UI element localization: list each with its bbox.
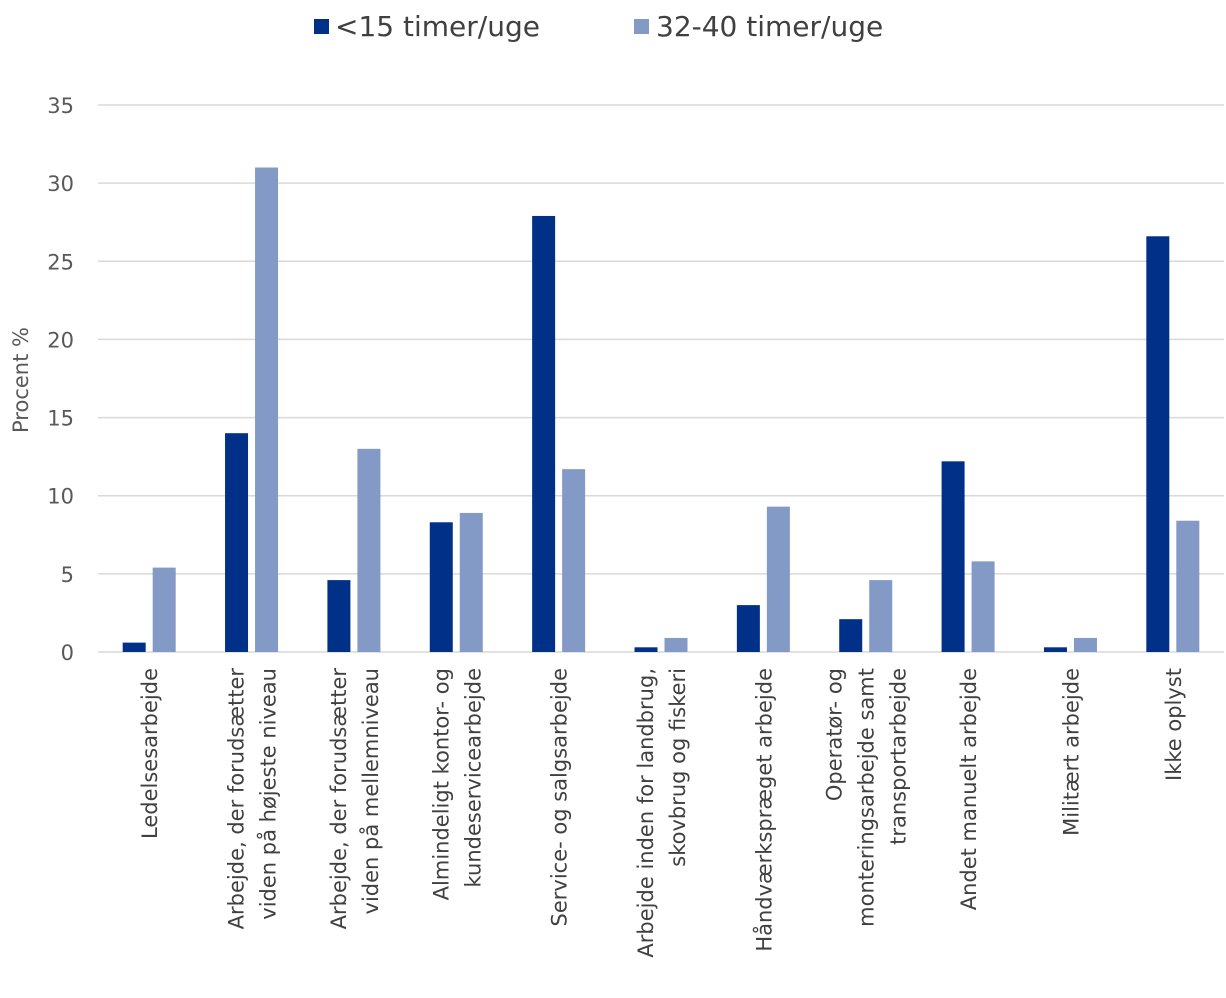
x-tick-label: Håndværkspræget arbejde [751, 668, 776, 952]
x-tick-label: Andet manuelt arbejde [957, 668, 981, 910]
legend-swatch-series-1 [314, 19, 329, 34]
legend-label-series-2: 32-40 timer/uge [656, 10, 883, 43]
x-tick-label: Arbejde, der forudsætter viden på højeste… [225, 668, 281, 930]
x-tick-label: Militært arbejde [1059, 668, 1083, 836]
bar-series-1 [941, 461, 965, 652]
y-tick-label: 10 [47, 485, 74, 509]
bar-series-1 [429, 522, 453, 652]
bar-series-2 [255, 167, 279, 652]
y-tick-label: 0 [61, 641, 74, 665]
bar-series-2 [357, 448, 381, 652]
legend-label-series-1: <15 timer/uge [335, 10, 540, 43]
bars [122, 167, 1200, 652]
bar-series-2 [459, 512, 483, 652]
y-tick-label: 5 [61, 563, 74, 587]
x-tick-label: Service- og salgsarbejde [548, 668, 572, 926]
bar-series-2 [971, 561, 995, 652]
bar-series-1 [736, 605, 760, 652]
x-tick-label: Arbejde inden for landbrug, skovbrug og f… [634, 668, 690, 958]
bar-series-2 [869, 580, 893, 652]
x-tick-label: Arbejde, der forudsætter viden på mellemn… [327, 668, 383, 930]
y-axis-label: Procent % [9, 327, 33, 433]
bar-series-2 [1176, 520, 1200, 652]
x-tick-label: Ikke oplyst [1162, 668, 1186, 781]
bar-series-1 [122, 642, 146, 652]
x-tick-label: Almindeligt kontor- og kundeservicearbejd… [429, 668, 485, 900]
bar-series-1 [839, 619, 863, 652]
x-tick-label: Ledelsesarbejde [138, 668, 162, 839]
y-tick-label: 35 [47, 94, 74, 118]
bar-series-1 [1043, 647, 1067, 652]
bar-series-1 [532, 215, 556, 652]
bar-series-1 [327, 580, 351, 652]
y-tick-label: 30 [47, 172, 74, 196]
bar-series-2 [664, 637, 688, 652]
bar-series-2 [766, 506, 790, 652]
gridlines [98, 104, 1224, 653]
bar-series-2 [562, 469, 586, 652]
legend: <15 timer/uge 32-40 timer/uge [314, 10, 883, 43]
bar-series-1 [634, 647, 658, 652]
legend-swatch-series-2 [634, 19, 649, 34]
y-tick-label: 15 [47, 407, 74, 431]
x-tick-label: Operatør- og monteringsarbejde samt transp… [823, 668, 911, 927]
bar-series-1 [1146, 236, 1170, 652]
x-axis-ticks: Ledelsesarbejde Arbejde, der forudsætter v… [138, 668, 1186, 958]
y-tick-label: 25 [47, 250, 74, 274]
bar-series-1 [225, 433, 249, 652]
bar-series-2 [1073, 637, 1097, 652]
bar-series-2 [152, 567, 176, 652]
y-tick-label: 20 [47, 328, 74, 352]
y-axis-ticks: 0 5 10 15 20 25 30 35 [47, 94, 74, 665]
